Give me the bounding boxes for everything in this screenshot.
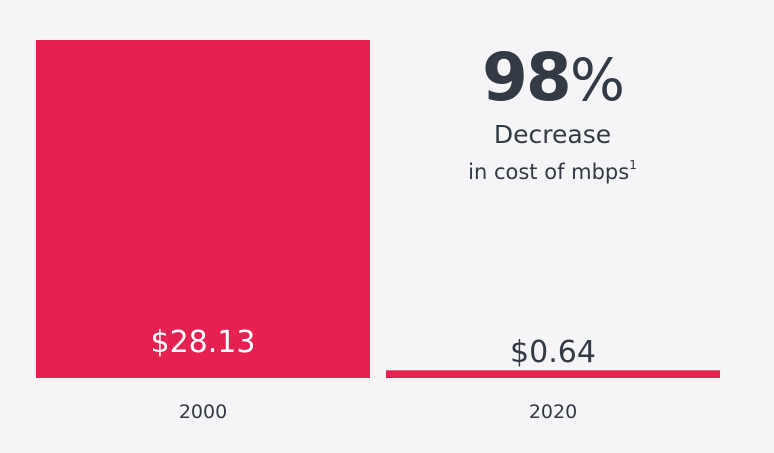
decrease-label: Decrease	[493, 120, 612, 149]
x-tick-label: 2020	[529, 401, 577, 423]
bar-2020	[386, 370, 720, 378]
decrease-sublabel: in cost of mbps1	[468, 158, 637, 184]
footnote-marker: 1	[629, 158, 637, 172]
x-tick-label: 2000	[179, 401, 227, 423]
annotation: 98% Decrease in cost of mbps1	[386, 40, 719, 187]
decrease-percentage: 98%	[482, 39, 625, 116]
data-label-2000: $28.13	[151, 325, 256, 360]
bar-2000	[36, 40, 370, 378]
data-label-2020: $0.64	[510, 335, 596, 370]
